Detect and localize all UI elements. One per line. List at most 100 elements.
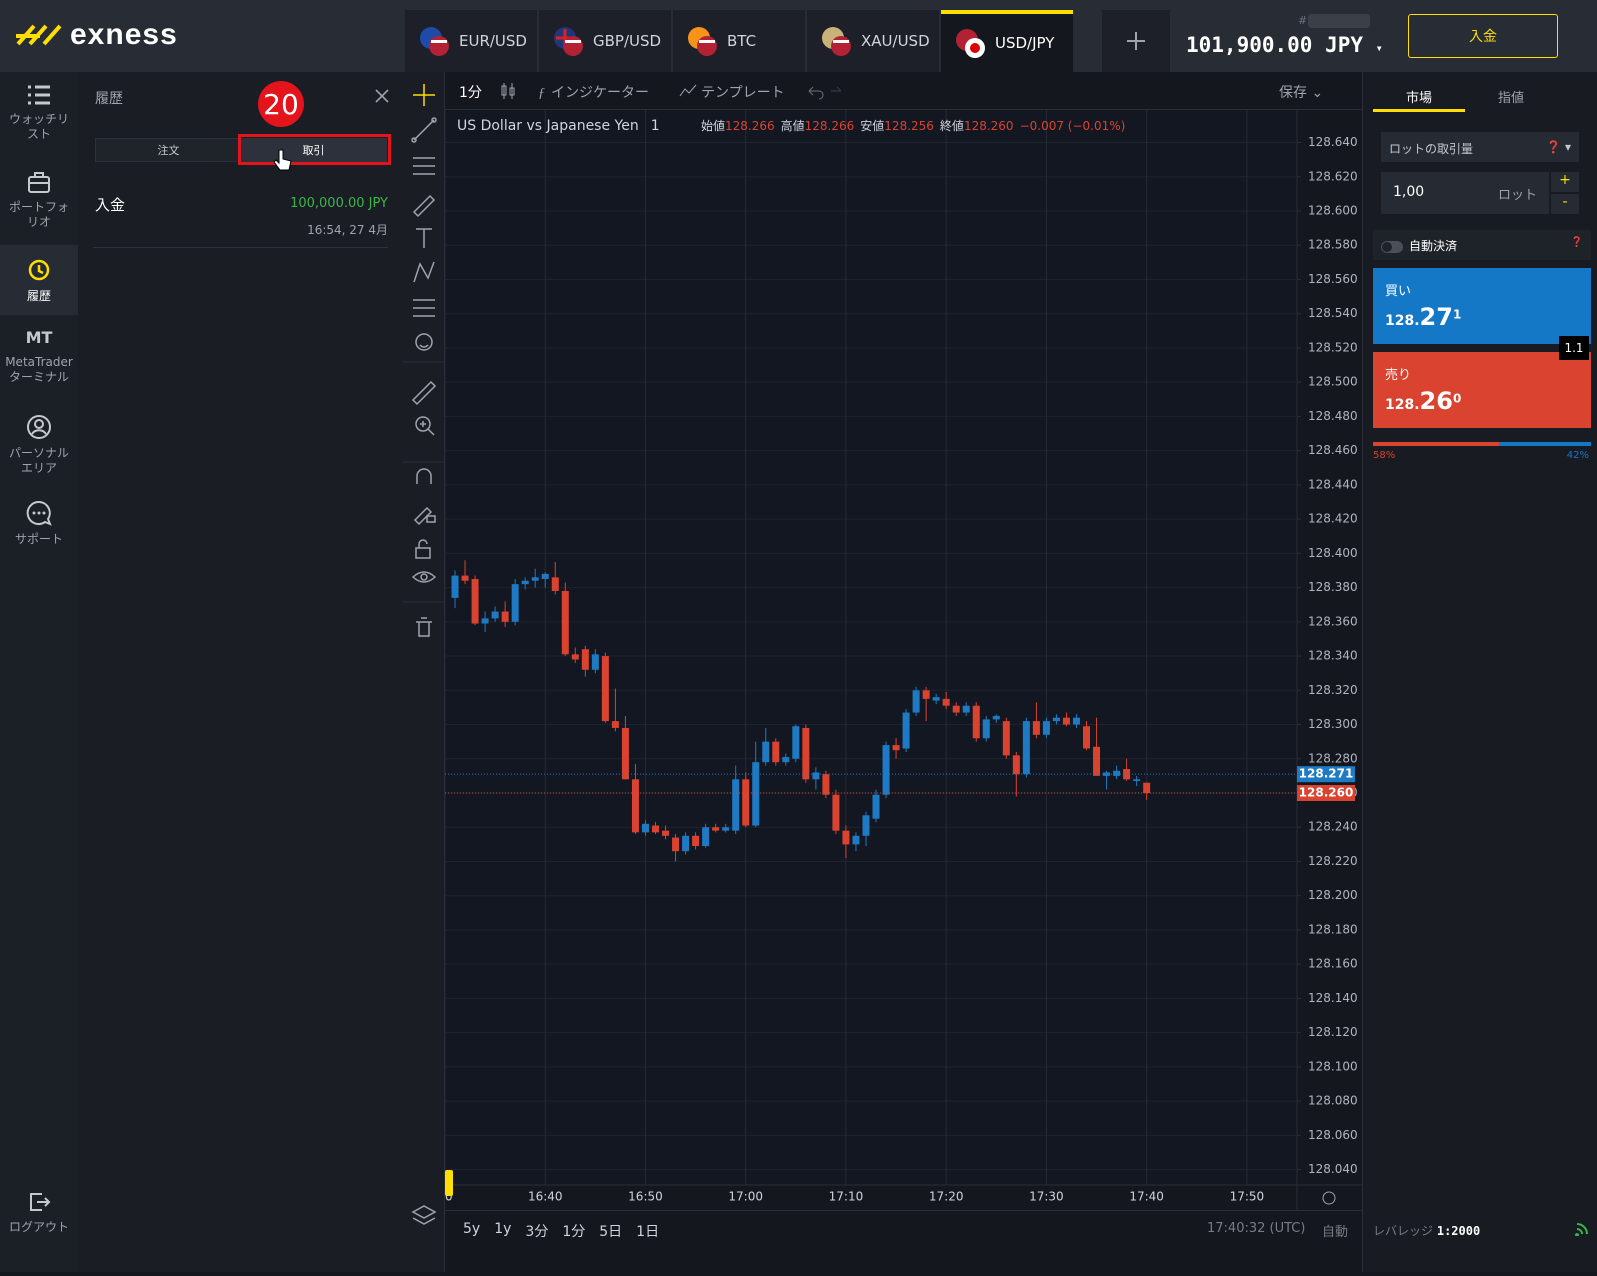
nav-label: ログアウト (8, 1220, 69, 1234)
y-tick-label: 128.320 (1308, 683, 1358, 697)
price-pip: 1 (1452, 307, 1462, 322)
candle-body (1103, 772, 1111, 776)
symbol-tab[interactable]: XAU/USD (807, 10, 939, 72)
icon (28, 259, 50, 281)
nav-item[interactable]: ポートフォリオ (0, 170, 78, 230)
deposit-button[interactable]: 入金 (1408, 14, 1558, 58)
auto-close-row: 自動決済 ❓ (1373, 230, 1591, 260)
y-tick-label: 128.300 (1308, 717, 1358, 731)
x-tick-label: 17:00 (728, 1190, 763, 1204)
price-pip: 0 (1452, 391, 1462, 406)
sell-button[interactable]: 売り 128.260 (1373, 352, 1591, 428)
candle-body (651, 825, 659, 833)
tab-active[interactable]: 市場 (1373, 84, 1465, 112)
divider (93, 247, 388, 248)
chart-type-icon[interactable] (500, 81, 516, 101)
close-button[interactable] (375, 89, 389, 103)
candle-body (992, 715, 1000, 720)
volume-input[interactable]: 1,00 ロット (1381, 172, 1549, 214)
candle-body (742, 779, 750, 826)
candle-body (662, 830, 670, 836)
sentiment-sell (1373, 442, 1500, 446)
nav-item[interactable]: パーソナルエリア (0, 414, 78, 476)
tab-active[interactable]: 取引 (241, 139, 386, 161)
candle-body (922, 690, 930, 699)
y-tick-label: 128.140 (1308, 991, 1358, 1005)
top-bar: exness EUR/USD GBP/USD BTC XAU/USD USD/J… (0, 0, 1597, 72)
candle-body (702, 827, 710, 847)
symbol-tab[interactable]: GBP/USD (539, 10, 671, 72)
ohlc-value: 128.266 (725, 119, 775, 133)
symbol-tab-active[interactable]: USD/JPY (941, 10, 1073, 72)
tab-label: GBP/USD (593, 32, 662, 50)
volume-mode[interactable]: ロットの取引量 ❓ ▾ (1381, 132, 1579, 162)
logout[interactable]: ログアウト (0, 1190, 78, 1235)
toggle[interactable] (1381, 240, 1403, 253)
range-button[interactable]: 5y (463, 1221, 481, 1237)
range-button[interactable]: 3分 (525, 1224, 549, 1240)
history-panel: 履歴 注文 取引 20 入金 100,000.00 JPY 16:54, 27 … (78, 72, 403, 1272)
candle-body (561, 591, 569, 655)
indicators-button[interactable]: ƒ インジケーター (538, 82, 649, 102)
buy-button[interactable]: 買い 128.271 (1373, 268, 1591, 344)
y-tick-label: 128.440 (1308, 477, 1358, 491)
range-button[interactable]: 1日 (636, 1224, 660, 1240)
x-tick-label: 30 (445, 1190, 453, 1204)
nav-item[interactable]: サポート (0, 500, 78, 547)
candle-body (852, 835, 860, 845)
y-tick-label: 128.560 (1308, 272, 1358, 286)
candle-body (1012, 755, 1020, 775)
range-button[interactable]: 1分 (562, 1224, 586, 1240)
symbol-tab[interactable]: EUR/USD (405, 10, 537, 72)
candle-body (962, 705, 970, 713)
settings-icon[interactable] (1322, 1191, 1336, 1205)
x-tick-label: 17:30 (1029, 1190, 1064, 1204)
save-button[interactable]: 保存 ⌄ (1279, 85, 1324, 101)
candle-body (601, 656, 609, 722)
templates-button[interactable]: テンプレート (679, 82, 785, 102)
volume-unit: ロット (1497, 188, 1537, 203)
tab[interactable]: 注文 (157, 144, 180, 157)
sell-price: 128.260 (1385, 387, 1579, 415)
interval-button[interactable]: 1分 (459, 85, 482, 101)
x-tick-label: 16:50 (628, 1190, 663, 1204)
tab-label: XAU/USD (861, 32, 930, 50)
add-tab[interactable] (1102, 10, 1170, 72)
nav-item[interactable]: ウォッチリスト (0, 84, 78, 142)
nav-item-active[interactable]: 履歴 (0, 245, 78, 315)
candle-body (1133, 779, 1141, 782)
balance[interactable]: 101,900.00 JPY ▾ (1186, 33, 1383, 57)
balance-value: 101,900.00 JPY (1186, 33, 1364, 57)
candle-body (912, 690, 920, 713)
y-tick-label: 128.340 (1308, 649, 1358, 663)
help-icon: ❓ ▾ (1546, 140, 1571, 154)
range-button[interactable]: 1y (494, 1221, 512, 1237)
candle-body (842, 830, 850, 845)
tab[interactable]: 指値 (1497, 91, 1524, 106)
icon (30, 1193, 51, 1211)
change: −0.007 (−0.01%) (1020, 119, 1126, 133)
ohlc-label: 高値 (781, 118, 805, 133)
range-button[interactable]: 5日 (599, 1224, 623, 1240)
scroll-handle[interactable] (445, 1170, 453, 1196)
y-tick-label: 128.600 (1308, 203, 1358, 217)
y-tick-label: 128.180 (1308, 922, 1358, 936)
flag (420, 27, 449, 56)
candle-body (732, 779, 740, 831)
field-label: ロットの取引量 (1389, 142, 1474, 156)
buy-price: 128.271 (1385, 303, 1579, 331)
auto-scale[interactable]: 自動 (1322, 1225, 1349, 1240)
symbol-tab[interactable]: BTC (673, 10, 805, 72)
nav-item[interactable]: MT MetaTrader ターミナル (0, 330, 78, 385)
sell-label: 売り (1385, 368, 1412, 383)
increment[interactable]: + (1551, 172, 1579, 192)
candle-body (882, 745, 890, 795)
sentiment-buy (1499, 442, 1591, 446)
candle-body (932, 697, 940, 701)
undo-redo[interactable] (805, 82, 845, 100)
decrement[interactable]: - (1551, 194, 1579, 214)
account-id: # (1298, 14, 1308, 27)
y-tick-label: 128.480 (1308, 409, 1358, 423)
y-tick-label: 128.100 (1308, 1059, 1358, 1073)
flag (956, 29, 985, 58)
